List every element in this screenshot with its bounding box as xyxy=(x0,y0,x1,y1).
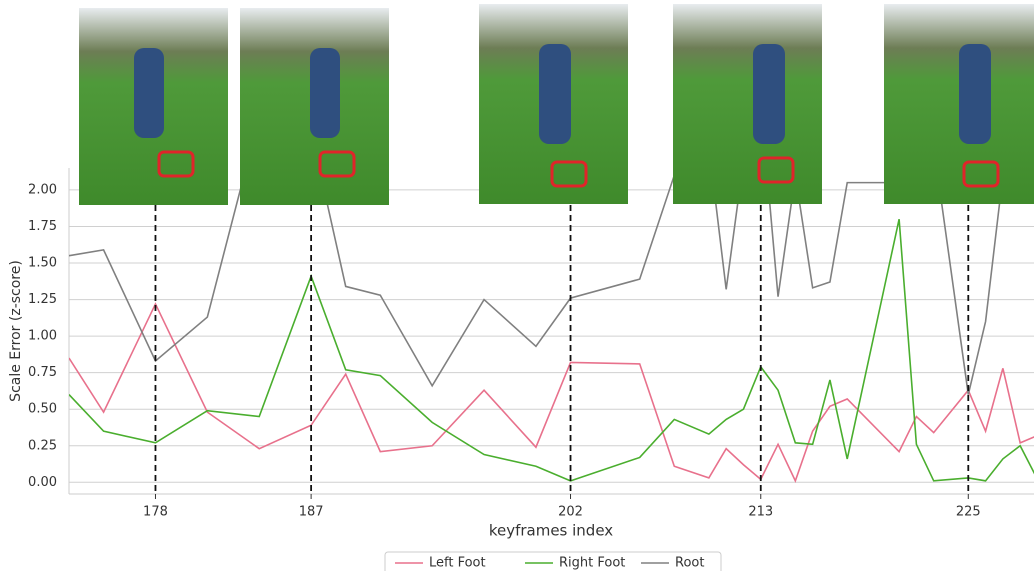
y-tick-label: 0.25 xyxy=(28,438,57,453)
y-tick-label: 0.50 xyxy=(28,402,57,417)
y-tick-label: 0.00 xyxy=(28,475,57,490)
y-tick-label: 1.50 xyxy=(28,256,57,271)
y-axis-label: Scale Error (z-score) xyxy=(8,260,24,402)
keyframe-photos xyxy=(79,4,1034,205)
legend-label: Right Foot xyxy=(559,556,625,571)
y-tick-label: 1.25 xyxy=(28,292,57,307)
x-axis-label: keyframes index xyxy=(489,522,613,540)
y-tick-label: 2.00 xyxy=(28,182,57,197)
y-tick-label: 0.75 xyxy=(28,365,57,380)
series-line xyxy=(69,304,1034,481)
y-tick-label: 1.75 xyxy=(28,219,57,234)
x-tick-label: 178 xyxy=(143,505,168,520)
x-tick-label: 225 xyxy=(956,505,981,520)
x-tick-label: 202 xyxy=(558,505,583,520)
legend-label: Left Foot xyxy=(429,556,486,571)
x-tick-label: 213 xyxy=(748,505,773,520)
x-tick-label: 187 xyxy=(299,505,324,520)
chart: 0.00 0.25 0.50 0.75 1.00 1.25 1.50 1.75 2.00 178 1… xyxy=(0,0,1034,571)
y-tick-label: 1.00 xyxy=(28,329,57,344)
legend-label: Root xyxy=(675,556,704,571)
